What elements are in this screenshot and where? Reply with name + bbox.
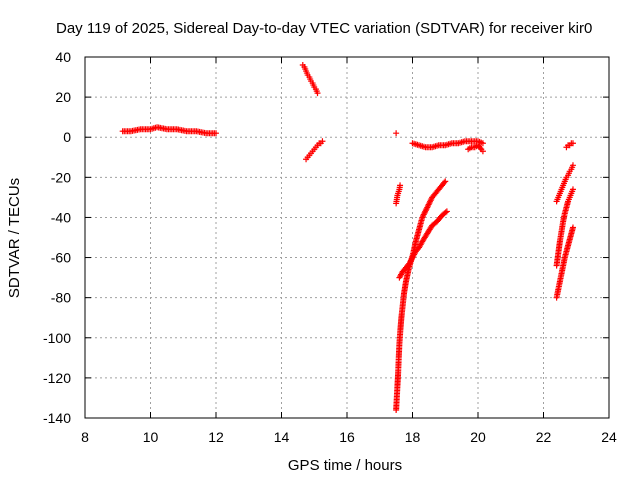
y-tick-label: -120 [43,370,71,386]
data-point [213,130,219,137]
series-band-9-12h [119,124,219,137]
x-tick-label: 18 [405,429,421,445]
grid-lines [85,57,609,418]
series-deep-arc-17.5h [393,178,449,413]
y-tick-label: -40 [51,209,71,225]
series-short-17.5h [393,182,404,207]
data-point [443,208,450,215]
x-tick-label: 20 [470,429,486,445]
data-point [479,140,486,147]
series-short-22.8h [563,140,576,151]
data-point [441,179,448,186]
x-tick-label: 24 [601,429,617,445]
data-point [319,138,326,145]
y-tick-label: -60 [51,250,71,266]
data-points [119,62,576,413]
data-point [393,130,400,137]
data-point [569,162,576,169]
data-point [569,140,576,147]
y-tick-label: -20 [51,169,71,185]
y-tick-label: -140 [43,410,71,426]
data-point [442,209,449,216]
x-tick-label: 14 [274,429,290,445]
series-band-18-20h [409,138,486,151]
data-point [477,144,484,151]
x-tick-label: 12 [208,429,224,445]
x-tick-label: 8 [81,429,89,445]
y-tick-label: 0 [63,129,71,145]
x-tick-label: 22 [536,429,552,445]
y-tick-label: -80 [51,290,71,306]
y-axis-label: SDTVAR / TECUs [6,178,23,298]
x-axis-label: GPS time / hours [288,457,402,474]
data-point [442,178,449,185]
y-tick-label: 40 [55,49,71,65]
y-tick-label: -100 [43,330,71,346]
data-point [569,186,576,193]
series-arc-17.6h [396,208,450,281]
data-point [314,90,321,97]
series-arc-22.5h [553,224,576,301]
y-tick-label: 20 [55,89,71,105]
data-point [397,182,404,189]
data-point [479,148,486,155]
series-arc-14.7h [299,62,321,97]
data-point [569,224,576,231]
series-tail-20h [465,142,486,155]
series-arc-22.4h [553,162,576,205]
series-arc-22.45h [553,186,576,269]
x-tick-label: 16 [339,429,355,445]
chart-title: Day 119 of 2025, Sidereal Day-to-day VTE… [56,20,592,37]
x-tick-label: 10 [143,429,159,445]
axis-ticks: 8 10 12 14 16 18 20 22 24 -140 -120 -100 -80 -60 -40 -2… [43,49,617,445]
series-arc-15h [303,138,326,163]
series-point-17.5h [393,130,400,137]
